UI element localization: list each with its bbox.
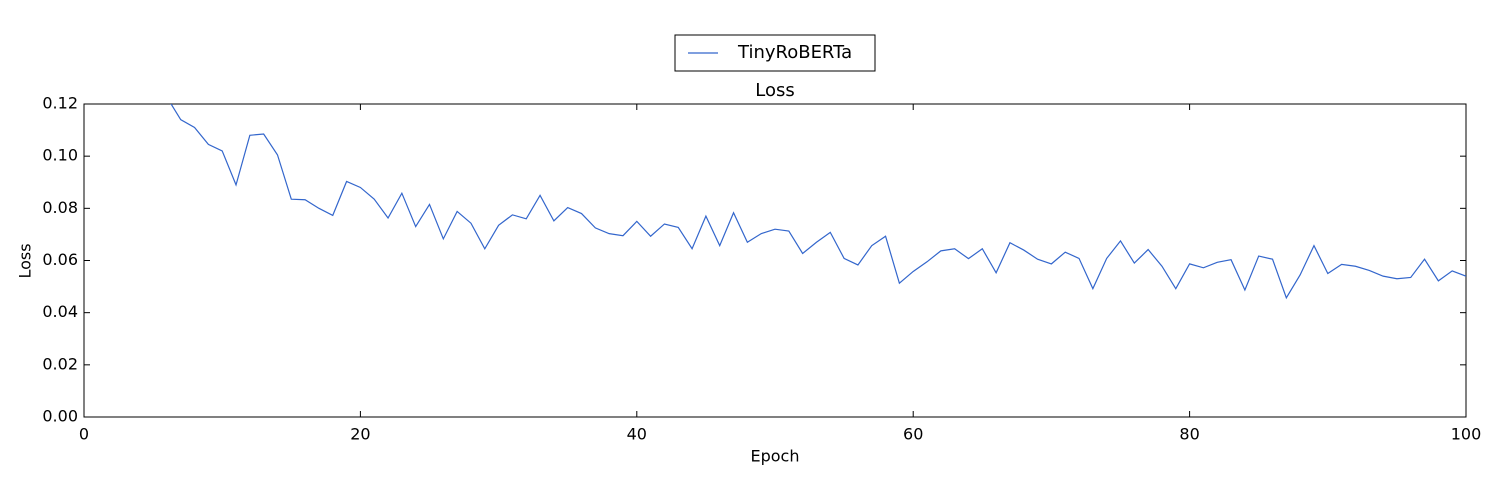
x-tick-label: 80	[1179, 425, 1199, 444]
x-tick-label: 0	[79, 425, 89, 444]
data-line	[170, 104, 1466, 300]
x-axis-label: Epoch	[751, 447, 800, 466]
y-axis-label: Loss	[16, 243, 35, 278]
y-tick-label: 0.00	[42, 407, 78, 426]
y-tick-label: 0.02	[42, 354, 78, 373]
legend: TinyRoBERTa	[674, 34, 876, 72]
y-tick-label: 0.12	[42, 94, 78, 113]
x-tick-label: 20	[350, 425, 370, 444]
y-tick-label: 0.06	[42, 250, 78, 269]
y-tick-label: 0.08	[42, 198, 78, 217]
x-tick-label: 60	[903, 425, 923, 444]
x-tick-label: 100	[1451, 425, 1482, 444]
y-tick-label: 0.10	[42, 146, 78, 165]
chart-title: Loss	[755, 80, 794, 101]
legend-label: TinyRoBERTa	[737, 42, 852, 63]
plot-frame	[83, 103, 1467, 418]
x-tick-label: 40	[627, 425, 647, 444]
y-tick-label: 0.04	[42, 302, 78, 321]
